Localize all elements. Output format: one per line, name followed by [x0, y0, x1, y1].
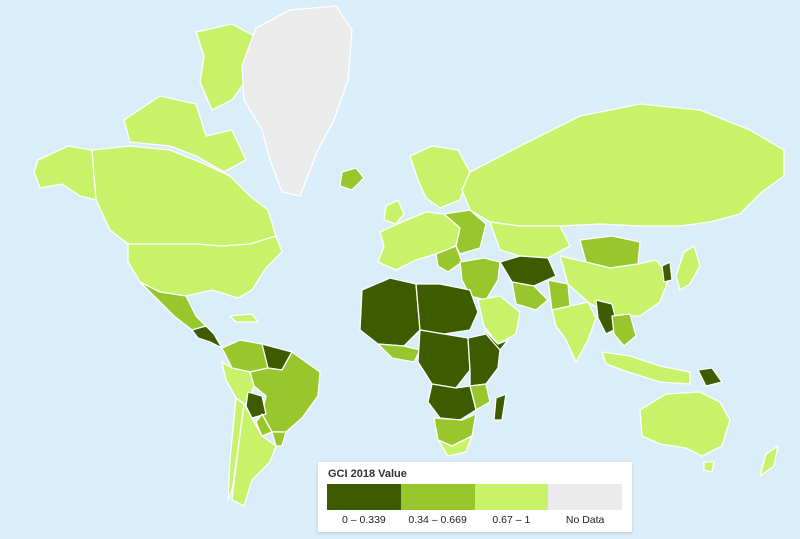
- madagascar[interactable]: [493, 393, 507, 421]
- baffin-islands[interactable]: [195, 23, 263, 111]
- balkans[interactable]: [435, 245, 463, 273]
- indonesia[interactable]: [601, 351, 691, 385]
- uruguay[interactable]: [271, 431, 287, 447]
- legend-label-row: 0 – 0.339 0.34 – 0.669 0.67 – 1 No Data: [327, 514, 622, 526]
- tasmania[interactable]: [703, 461, 715, 473]
- legend-swatch-row: [327, 484, 622, 510]
- south-africa[interactable]: [437, 435, 473, 457]
- map-legend: GCI 2018 Value 0 – 0.339 0.34 – 0.669 0.…: [318, 462, 632, 532]
- cuba[interactable]: [229, 313, 259, 323]
- australia[interactable]: [639, 391, 731, 457]
- east-africa[interactable]: [467, 333, 501, 387]
- kazakhstan[interactable]: [489, 221, 571, 259]
- legend-swatch-mid: [400, 484, 475, 510]
- united-kingdom[interactable]: [383, 199, 405, 225]
- russia[interactable]: [461, 103, 785, 227]
- papua-new-guinea[interactable]: [697, 367, 723, 387]
- japan[interactable]: [675, 245, 701, 291]
- india[interactable]: [551, 301, 597, 363]
- central-africa[interactable]: [417, 329, 471, 389]
- canada[interactable]: [91, 145, 277, 247]
- china[interactable]: [559, 255, 671, 317]
- central-america[interactable]: [191, 325, 223, 349]
- legend-title: GCI 2018 Value: [328, 468, 407, 480]
- legend-swatch-high: [474, 484, 549, 510]
- legend-label-mid: 0.34 – 0.669: [408, 514, 467, 526]
- arabian-peninsula[interactable]: [477, 295, 521, 345]
- gulf-of-guinea-states[interactable]: [377, 343, 421, 363]
- argentina[interactable]: [231, 403, 277, 507]
- greenland[interactable]: [241, 5, 353, 197]
- brazil[interactable]: [249, 351, 321, 433]
- legend-label-high: 0.67 – 1: [492, 514, 531, 526]
- legend-swatch-no-data: [548, 484, 622, 510]
- pakistan[interactable]: [547, 279, 571, 311]
- north-africa[interactable]: [415, 283, 479, 335]
- west-africa[interactable]: [359, 277, 421, 347]
- legend-label-no-data: No Data: [565, 514, 605, 526]
- iceland[interactable]: [339, 167, 365, 191]
- legend-swatch-low: [327, 484, 401, 510]
- iran[interactable]: [511, 281, 549, 311]
- southern-central-africa[interactable]: [427, 383, 477, 421]
- new-zealand[interactable]: [759, 445, 779, 477]
- legend-label-low: 0 – 0.339: [341, 514, 386, 526]
- bolivia[interactable]: [245, 391, 267, 419]
- canadian-arctic-islands[interactable]: [123, 95, 247, 173]
- scandinavia[interactable]: [409, 145, 471, 209]
- alaska[interactable]: [33, 145, 97, 201]
- southeast-asia[interactable]: [611, 313, 637, 347]
- korea-japan[interactable]: [661, 261, 673, 283]
